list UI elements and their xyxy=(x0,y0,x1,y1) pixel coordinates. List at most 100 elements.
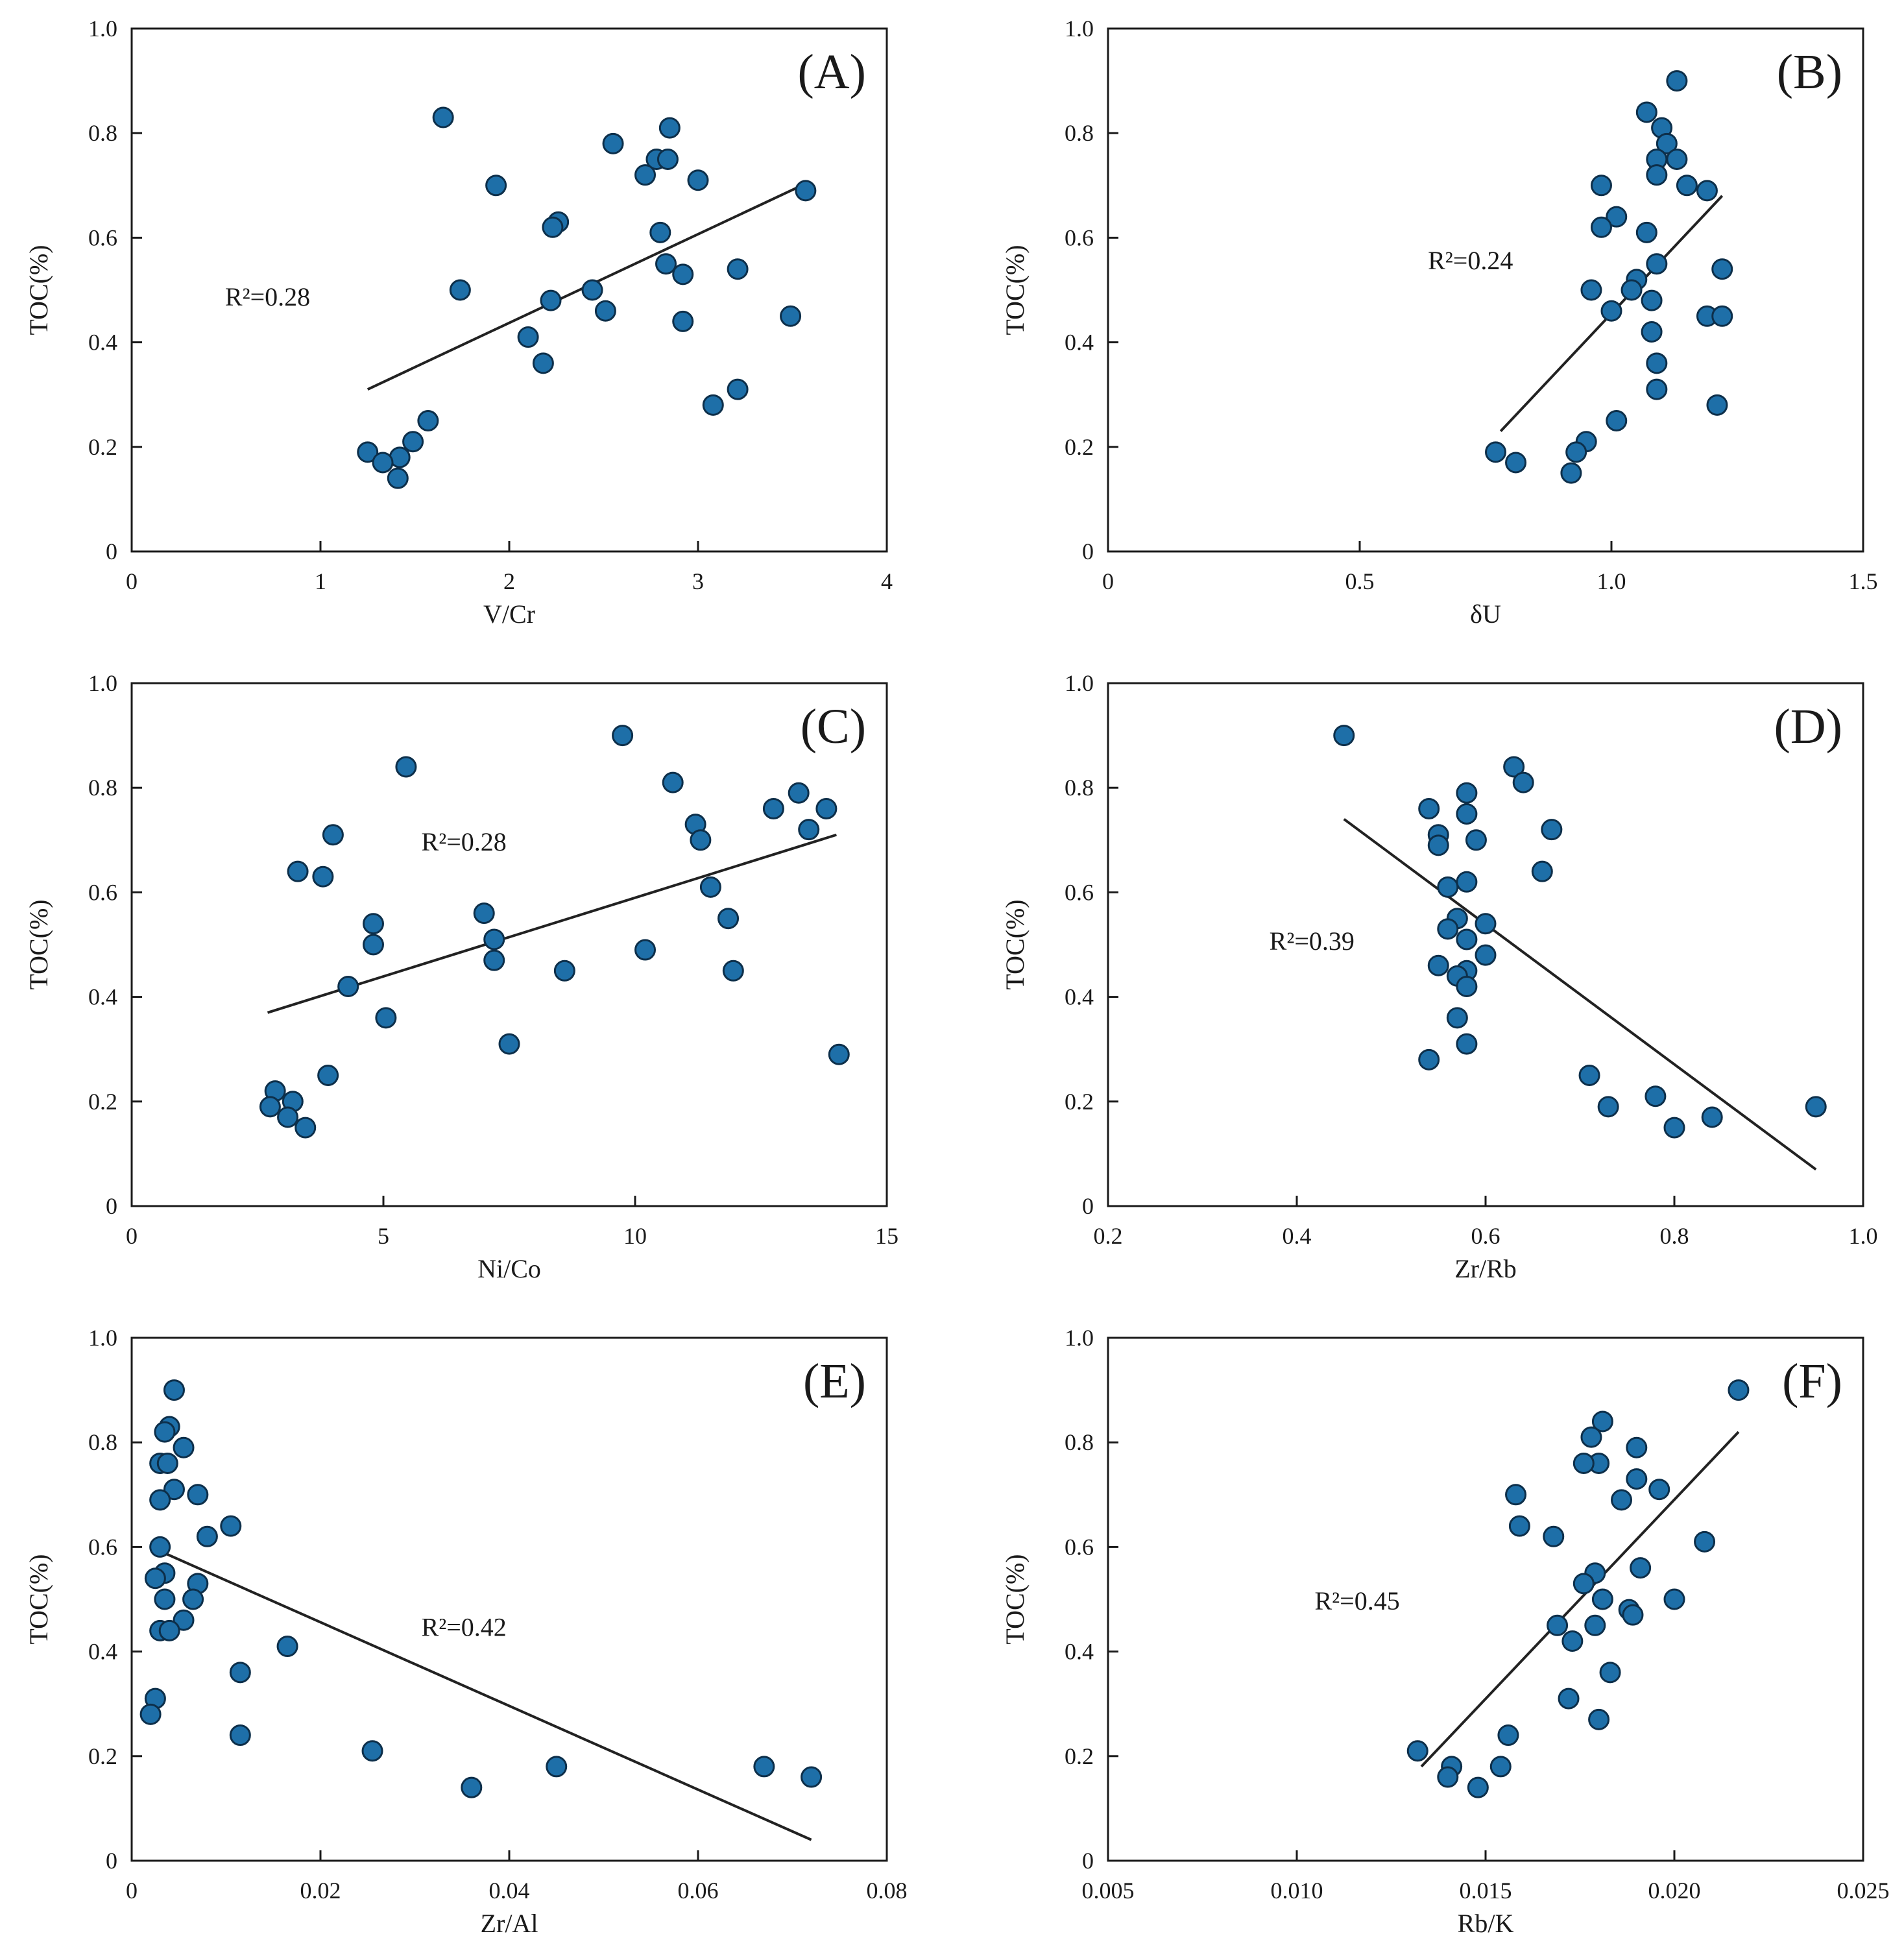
panel-f-point xyxy=(1611,1489,1633,1511)
panel-d-ytick-label: 0.4 xyxy=(1065,984,1094,1010)
panel-e-point xyxy=(154,1421,176,1443)
panel-b-r2-label: R²=0.24 xyxy=(1428,246,1513,275)
panel-e-xtick-label: 0.08 xyxy=(867,1878,908,1904)
panel-e-frame xyxy=(130,1336,888,1862)
panel-d-point xyxy=(1456,782,1478,804)
panel-d-ytick-label: 0.2 xyxy=(1065,1089,1094,1115)
panel-d-xtick-label: 0.2 xyxy=(1094,1223,1123,1249)
panel-a-point xyxy=(649,221,671,243)
panel-a-xtick-label: 3 xyxy=(692,568,704,594)
panel-e-point xyxy=(220,1515,242,1537)
panel-f-point xyxy=(1663,1588,1685,1610)
panel-f-point xyxy=(1467,1776,1489,1798)
panel-a-xtick-label: 1 xyxy=(315,568,326,594)
panel-b-point xyxy=(1646,378,1668,400)
panel-b-point xyxy=(1711,258,1733,280)
panel-a-point xyxy=(432,106,454,128)
panel-c-xlabel: Ni/Co xyxy=(477,1254,541,1283)
panel-b-ytick-label: 0.4 xyxy=(1065,330,1094,356)
panel-f-xlabel: Rb/K xyxy=(1458,1909,1514,1938)
panel-f-point xyxy=(1543,1525,1565,1547)
panel-b-point xyxy=(1590,216,1612,238)
panel-f-point xyxy=(1406,1740,1428,1762)
panel-c-point xyxy=(699,876,721,898)
panel-d-point xyxy=(1541,819,1563,841)
panel-a-point xyxy=(672,310,694,332)
panel-e-point xyxy=(546,1756,568,1778)
panel-d-point xyxy=(1427,834,1449,856)
panel-d-point xyxy=(1645,1085,1667,1107)
panel-c-point xyxy=(662,771,684,793)
panel-f-xtick-label: 0.025 xyxy=(1837,1878,1890,1904)
panel-b-xtick-label: 1.0 xyxy=(1597,568,1626,594)
panel-e-point xyxy=(139,1703,162,1725)
panel-a-ytick-label: 0 xyxy=(106,538,117,564)
panel-b: 0 0.5 1.0 1.5 0 0.2 0.4 0.6 0.8 1.0 δU TOC(%) (B) R²=… xyxy=(1000,16,1878,629)
panel-f-ytick-label: 0.2 xyxy=(1065,1743,1094,1769)
panel-e-point xyxy=(144,1567,166,1590)
panel-f-point xyxy=(1489,1756,1512,1778)
panel-e-point xyxy=(158,1619,180,1641)
panel-c-point xyxy=(788,782,810,804)
panel-a-ytick-label: 0.6 xyxy=(88,224,117,250)
panel-f-point xyxy=(1573,1573,1595,1595)
panel-f-point xyxy=(1626,1436,1648,1458)
panel-d-point xyxy=(1427,954,1449,976)
panel-e-point xyxy=(156,1452,178,1474)
panel-f-ylabel: TOC(%) xyxy=(1000,1554,1030,1644)
panel-f-point xyxy=(1648,1479,1670,1501)
panel-a-point xyxy=(727,258,749,280)
panel-d-point xyxy=(1805,1096,1827,1118)
panel-d-point xyxy=(1465,829,1487,851)
panel-a-xlabel: V/Cr xyxy=(483,599,535,629)
panel-d-xtick-label: 0.6 xyxy=(1471,1223,1500,1249)
panel-f-point xyxy=(1558,1687,1580,1710)
panel-e-xlabel: Zr/Al xyxy=(481,1909,538,1938)
panel-d-point xyxy=(1597,1096,1619,1118)
panel-d-point xyxy=(1701,1106,1723,1128)
panel-f-fit-line xyxy=(1420,1431,1740,1768)
panel-b-tag: (B) xyxy=(1777,45,1842,99)
panel-e-point xyxy=(187,1484,209,1506)
panel-e-fit-line xyxy=(150,1545,812,1841)
panel-c-ytick-label: 0.4 xyxy=(88,984,117,1010)
panel-c-point xyxy=(295,1117,317,1139)
panel-f-point xyxy=(1505,1484,1527,1506)
panel-a-point xyxy=(780,305,802,327)
panel-a-point xyxy=(357,441,379,463)
panel-b-point xyxy=(1560,462,1582,484)
panel-a-point xyxy=(702,394,724,416)
panel-b-point xyxy=(1646,164,1668,186)
panel-a-point xyxy=(485,175,507,197)
panel-b-point xyxy=(1606,410,1628,431)
panel-d-point xyxy=(1456,928,1478,950)
panel-a-point xyxy=(602,132,624,154)
panel-d: 0.2 0.4 0.6 0.8 1.000.20.40.60.81.0Zr/RbTOC(… xyxy=(1000,670,1878,1283)
panel-c-point xyxy=(337,975,359,997)
panel-a-ytick-label: 0.2 xyxy=(88,434,117,460)
panel-c: 0 5 10 15 0 0.2 0.4 0.6 0.8 1.0 Ni/Co TOC(%) (C) R²=0… xyxy=(24,670,898,1283)
panel-f-point xyxy=(1547,1614,1569,1636)
panel-d-point xyxy=(1446,1007,1468,1029)
panel-e-point xyxy=(801,1766,823,1788)
panel-b-point xyxy=(1696,180,1718,202)
panel-b-point xyxy=(1635,101,1657,123)
panel-b-point xyxy=(1580,279,1602,301)
panel-f-point xyxy=(1599,1662,1621,1684)
panel-a-point xyxy=(594,300,616,322)
panel-c-point xyxy=(362,934,384,956)
panel-a-xtick-label: 4 xyxy=(881,568,893,594)
panel-f-point xyxy=(1630,1557,1652,1579)
panel-b-point xyxy=(1505,452,1527,474)
panel-c-point xyxy=(717,908,740,930)
panel-b-point xyxy=(1656,132,1678,154)
panel-c-r2-label: R²=0.28 xyxy=(422,827,507,856)
panel-e-ytick-label: 0.6 xyxy=(88,1534,117,1560)
panel-c-ytick-label: 0.2 xyxy=(88,1089,117,1115)
panel-f-ytick-label: 0.6 xyxy=(1065,1534,1094,1560)
panel-b-point xyxy=(1666,149,1688,170)
panel-b-ytick-label: 1.0 xyxy=(1065,16,1094,42)
panel-e-point xyxy=(461,1776,483,1798)
panel-d-point xyxy=(1437,876,1459,898)
